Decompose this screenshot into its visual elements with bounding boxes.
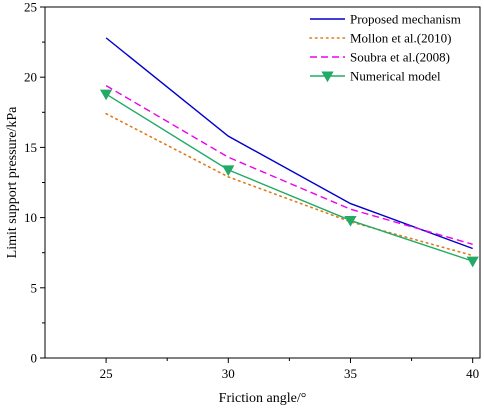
legend-entry: Soubra et al.(2008) <box>310 50 450 65</box>
y-tick-label: 10 <box>24 210 37 225</box>
data-point-marker <box>222 165 235 177</box>
x-tick-label: 30 <box>222 366 235 381</box>
data-point-marker <box>466 256 479 268</box>
series-line <box>105 85 473 245</box>
y-tick-label: 25 <box>24 0 37 15</box>
series-layer <box>100 37 479 268</box>
data-point-marker <box>100 89 113 101</box>
legend-label: Mollon et al.(2010) <box>350 31 451 46</box>
series-1 <box>105 37 473 250</box>
x-tick-label: 40 <box>466 366 479 381</box>
legend-label: Numerical model <box>350 69 441 84</box>
legend-entry: Proposed mechanism <box>310 12 461 27</box>
axis-ticks: 0 5 10 15 20 25 25 30 35 40 <box>24 0 479 381</box>
legend-label: Soubra et al.(2008) <box>350 50 450 65</box>
x-tick-label: 35 <box>344 366 357 381</box>
y-tick-label: 5 <box>31 280 38 295</box>
y-tick-label: 0 <box>31 351 38 366</box>
x-axis-title: Friction angle/° <box>219 391 307 406</box>
data-point-marker <box>344 215 357 227</box>
legend-marker <box>321 71 334 83</box>
legend-label: Proposed mechanism <box>350 12 461 27</box>
series-line <box>105 112 474 257</box>
x-tick-label: 25 <box>100 366 113 381</box>
y-tick-label: 15 <box>24 140 37 155</box>
y-tick-label: 20 <box>24 70 37 85</box>
legend-entry: Mollon et al.(2010) <box>309 31 451 46</box>
series-2 <box>105 112 474 257</box>
series-4 <box>100 89 479 268</box>
series-line <box>105 93 473 262</box>
y-axis-title: Limit support pressure/kPa <box>5 106 20 258</box>
legend: Proposed mechanism Mollon et al.(2010) Sou… <box>309 12 461 84</box>
legend-entry: Numerical model <box>310 69 441 84</box>
series-3 <box>105 85 473 245</box>
series-line <box>105 37 473 250</box>
